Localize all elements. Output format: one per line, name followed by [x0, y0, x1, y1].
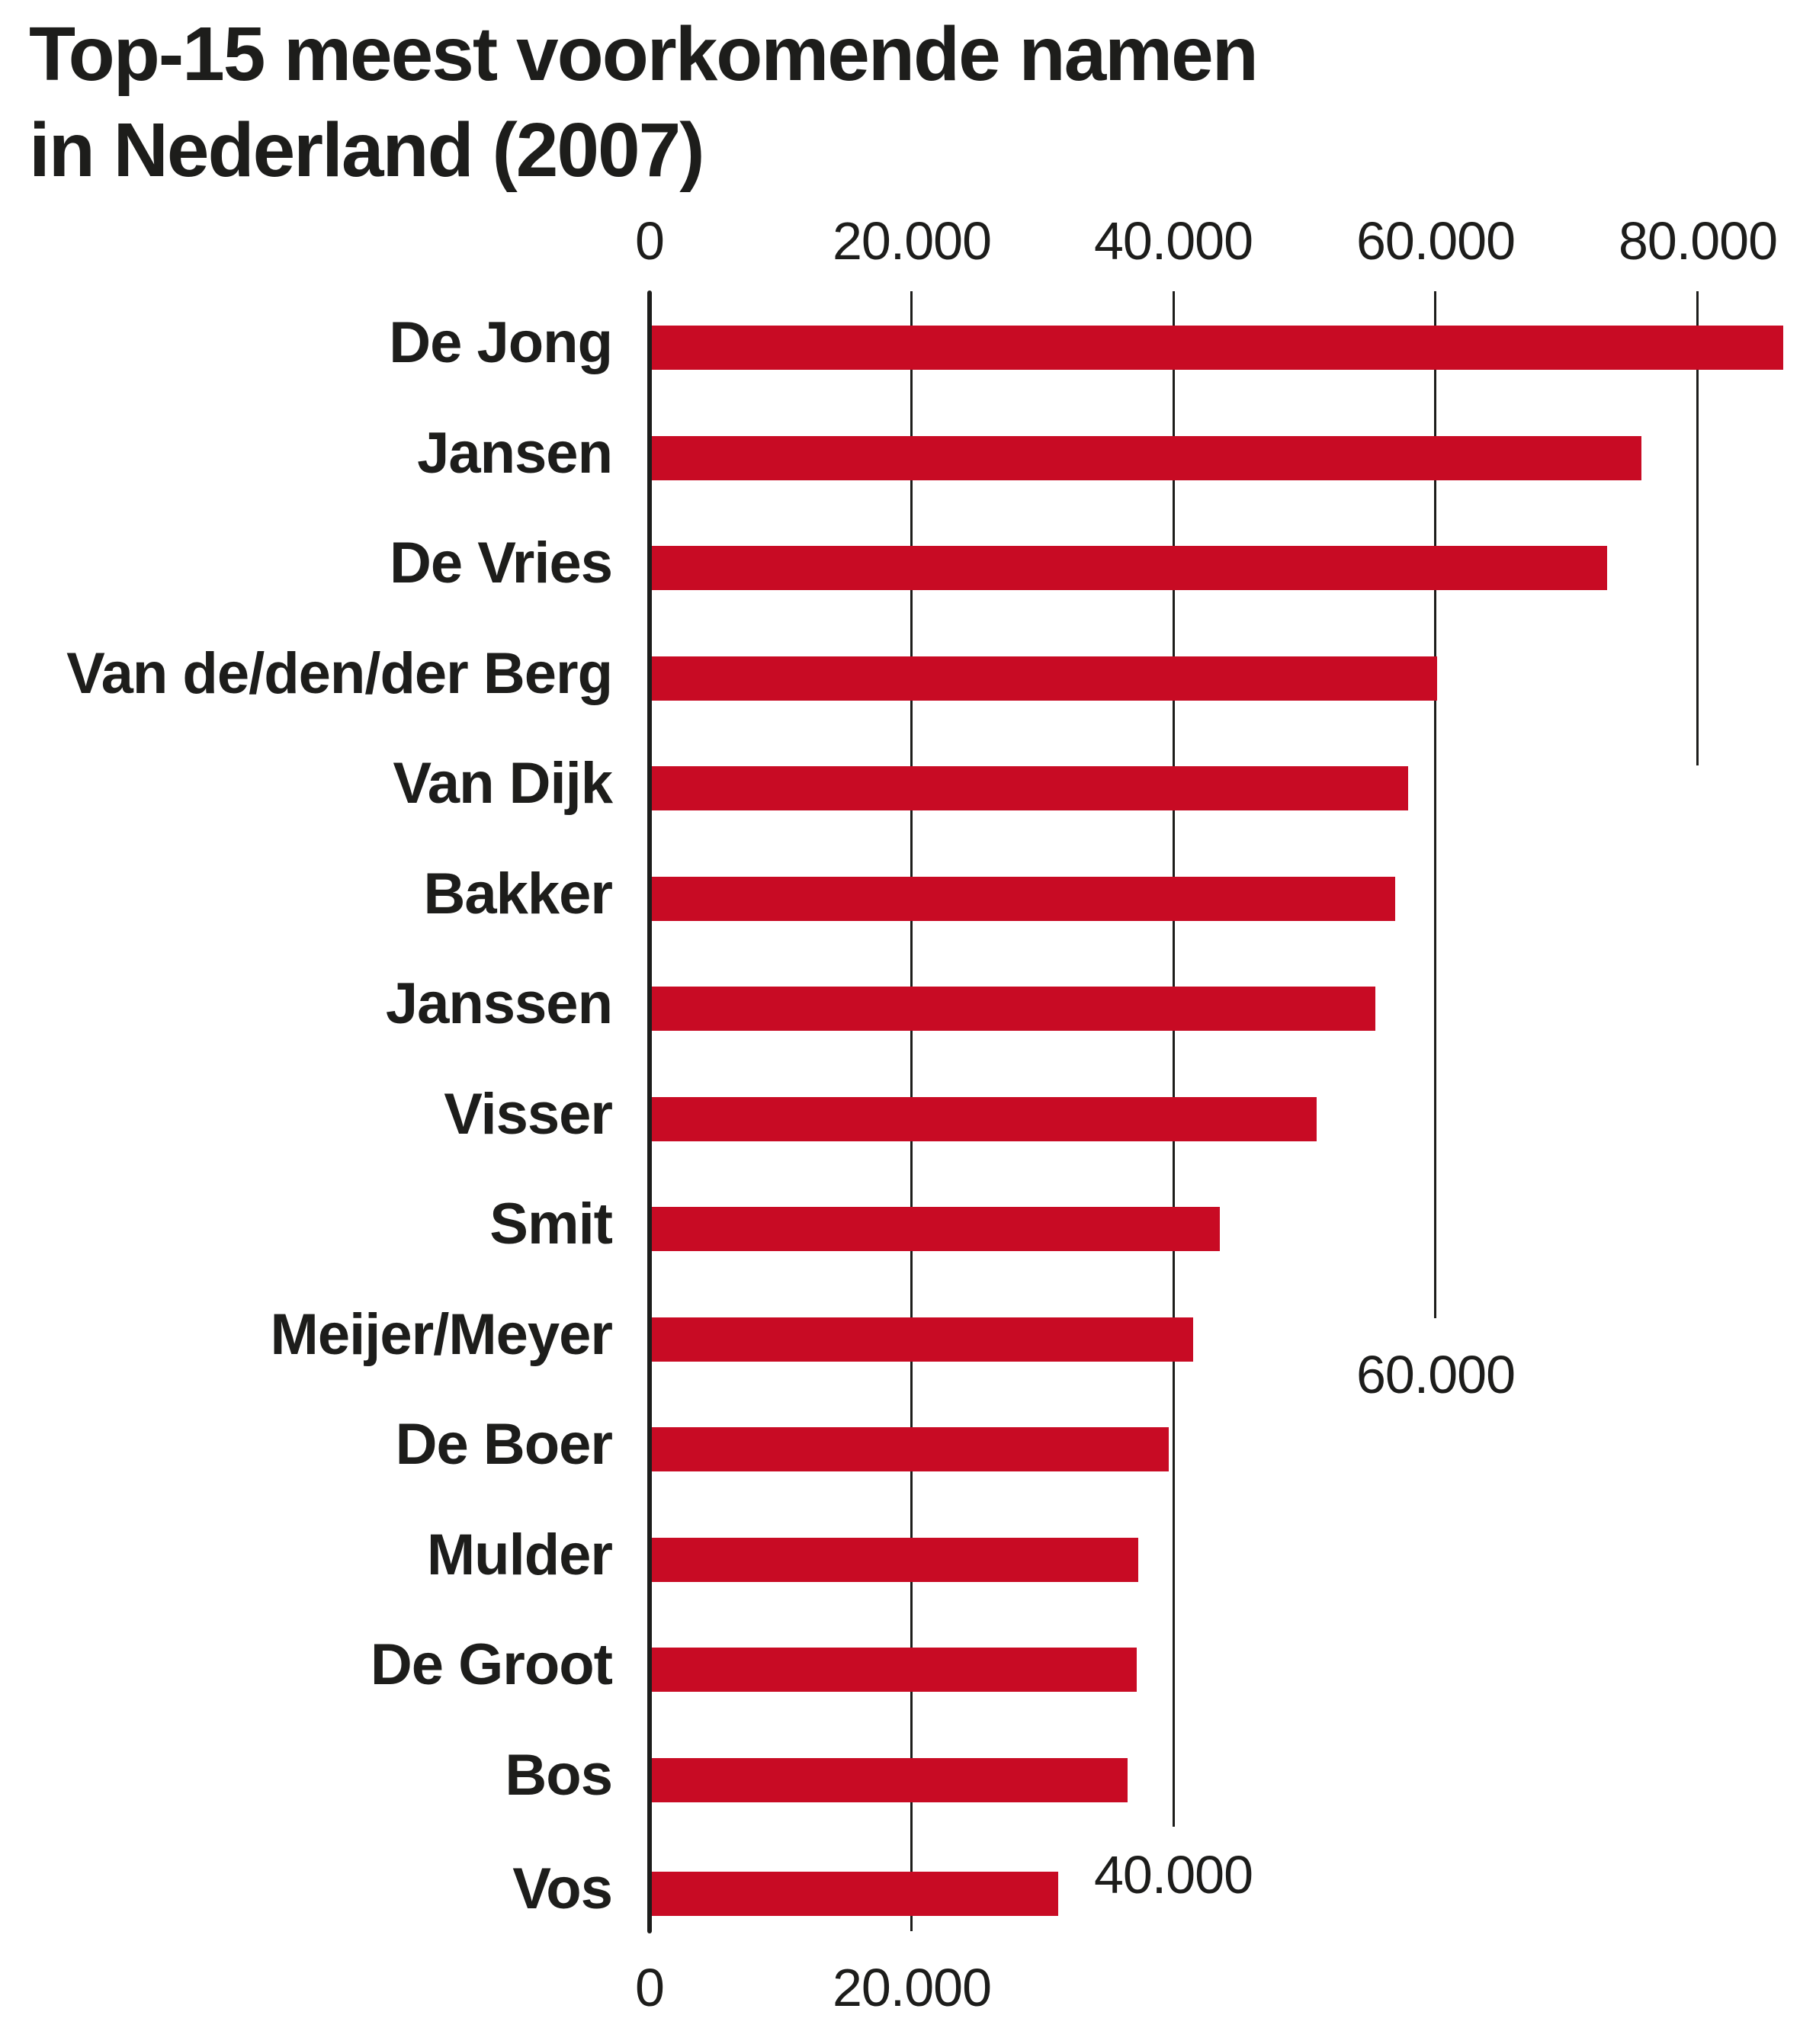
x-tick-label-inline-40000: 40.000	[1093, 1845, 1253, 1904]
bar-jansen	[652, 436, 1641, 480]
chart-title-line-2: in Nederland (2007)	[29, 107, 705, 193]
row-label-visser: Visser	[444, 1082, 613, 1147]
bar-bos	[652, 1758, 1128, 1802]
x-tick-label-top-20000: 20.000	[832, 211, 992, 271]
row-label-janssen: Janssen	[385, 971, 613, 1036]
bar-de-jong	[652, 326, 1783, 370]
bar-bakker	[652, 877, 1395, 921]
bar-van-dijk	[652, 766, 1408, 810]
bar-de-groot	[652, 1648, 1137, 1692]
gridline-40000	[1173, 291, 1175, 1827]
row-label-meijer-meyer: Meijer/Meyer	[270, 1302, 613, 1367]
row-label-bakker: Bakker	[423, 862, 613, 926]
x-tick-label-inline-60000: 60.000	[1356, 1345, 1516, 1404]
row-label-de-boer: De Boer	[395, 1412, 613, 1477]
row-label-mulder: Mulder	[426, 1523, 613, 1587]
bar-de-vries	[652, 546, 1607, 590]
bar-vos	[652, 1872, 1058, 1916]
row-label-de-jong: De Jong	[389, 310, 613, 375]
x-tick-label-top-40000: 40.000	[1093, 211, 1253, 271]
bar-meijer-meyer	[652, 1317, 1193, 1362]
x-tick-label-top-60000: 60.000	[1356, 211, 1516, 271]
bar-van-den-berg	[652, 656, 1437, 701]
row-label-vos: Vos	[512, 1856, 613, 1921]
row-label-bos: Bos	[505, 1743, 613, 1808]
gridline-80000	[1696, 291, 1699, 765]
x-tick-label-bottom-20000: 20.000	[832, 1958, 992, 2017]
x-tick-label-top-0: 0	[635, 211, 665, 271]
row-label-de-groot: De Groot	[370, 1632, 613, 1697]
row-label-de-vries: De Vries	[390, 531, 613, 595]
x-tick-label-bottom-0: 0	[635, 1958, 665, 2017]
row-label-van-dijk: Van Dijk	[393, 751, 613, 816]
bar-de-boer	[652, 1427, 1169, 1471]
bar-mulder	[652, 1538, 1138, 1582]
x-tick-label-top-80000: 80.000	[1618, 211, 1778, 271]
chart-title-line-1: Top-15 meest voorkomende namen	[29, 11, 1259, 97]
bar-visser	[652, 1097, 1317, 1141]
bar-janssen	[652, 987, 1375, 1031]
row-label-jansen: Jansen	[417, 421, 613, 486]
gridline-60000	[1434, 291, 1436, 1318]
chart-title: Top-15 meest voorkomende namen in Nederl…	[29, 6, 1259, 198]
row-label-van-den-berg: Van de/den/der Berg	[66, 641, 613, 706]
row-label-smit: Smit	[489, 1192, 613, 1256]
bar-smit	[652, 1207, 1220, 1251]
y-axis-line	[647, 290, 652, 1933]
